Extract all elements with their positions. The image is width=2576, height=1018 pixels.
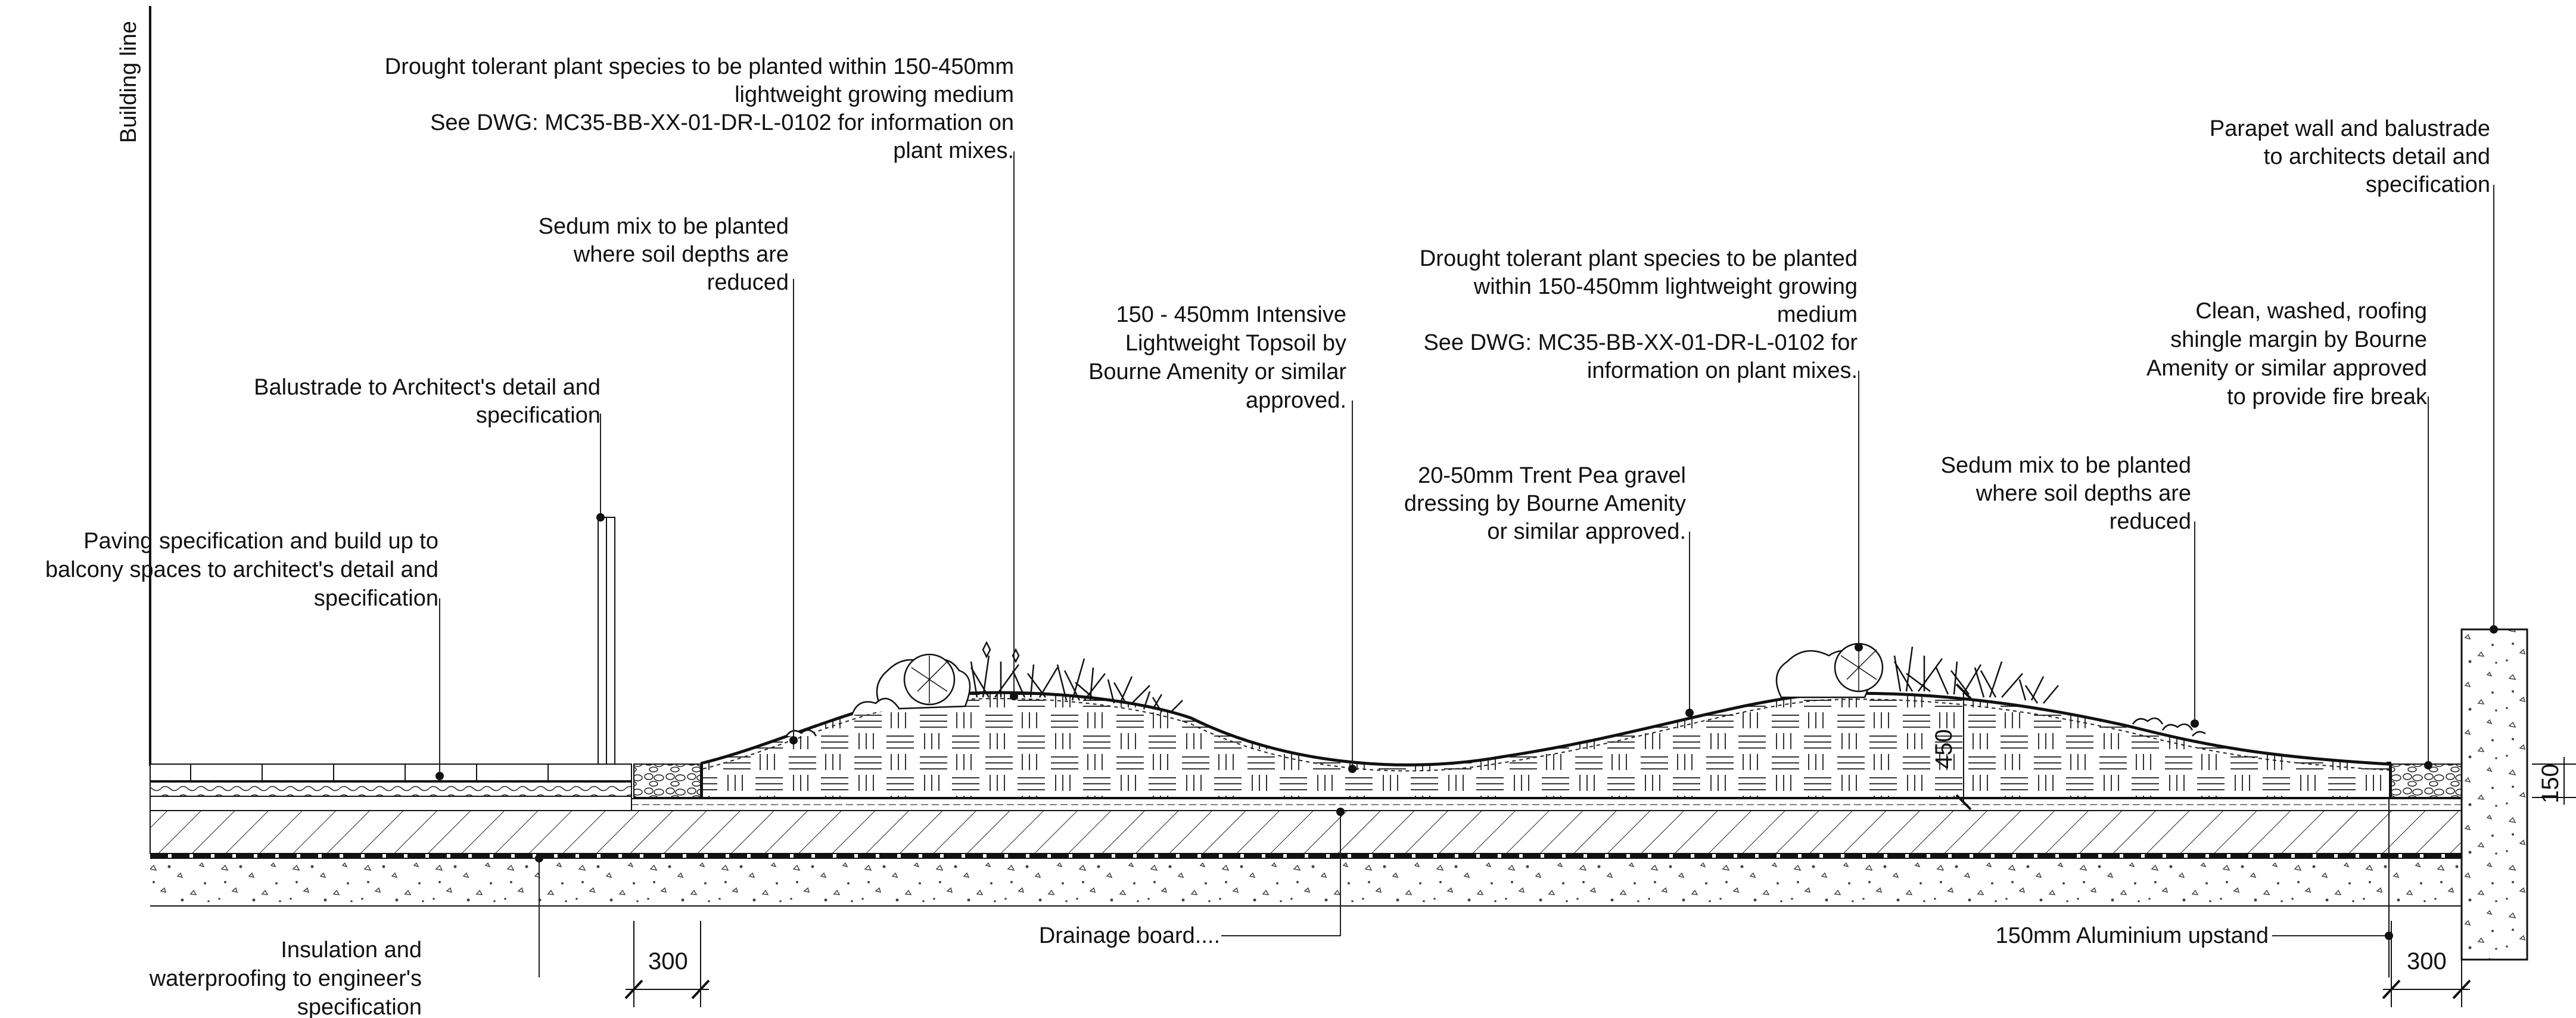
note-plants-right: Drought tolerant plant species to be pla… <box>1420 246 1858 383</box>
note-line: dressing by Bourne Amenity <box>1404 491 1686 516</box>
note-line: 20-50mm Trent Pea gravel <box>1418 463 1686 488</box>
note-line: 150 - 450mm Intensive <box>1116 302 1346 327</box>
note-line: Sedum mix to be planted <box>1941 453 2191 478</box>
note-line: specification <box>297 995 422 1018</box>
note-line: shingle margin by Bourne <box>2170 327 2427 352</box>
note-drainage: Drainage board.... <box>1039 923 1220 948</box>
leader-dots <box>435 513 2498 940</box>
note-line: Sedum mix to be planted <box>539 214 789 239</box>
note-topsoil: 150 - 450mm Intensive Lightweight Topsoi… <box>1088 302 1346 413</box>
dimension-right-margin: 300 <box>2382 921 2471 1007</box>
note-line: Amenity or similar approved <box>2146 356 2427 381</box>
dimension-soil-depth: 450 <box>1931 683 1972 811</box>
dimension-soil-depth-value: 450 <box>1931 729 1957 769</box>
shingle-margin-right <box>2391 764 2462 798</box>
note-line: medium <box>1777 302 1858 327</box>
note-parapet: Parapet wall and balustrade to architect… <box>2210 116 2490 197</box>
planting-left <box>785 641 1183 737</box>
note-line: within 150-450mm lightweight growing <box>1473 274 1858 299</box>
shingle-margin-left <box>633 764 701 798</box>
parapet-wall <box>2460 628 2528 961</box>
note-line: See DWG: MC35-BB-XX-01-DR-L-0102 for <box>1423 330 1858 355</box>
note-line: specification <box>476 403 601 428</box>
note-line: Paving specification and build up to <box>83 529 438 554</box>
note-line: to provide fire break <box>2227 384 2428 409</box>
building-line: Building line <box>116 6 151 766</box>
planting-right <box>1775 643 2206 737</box>
concrete-slab <box>150 858 2462 907</box>
note-line: Drought tolerant plant species to be pla… <box>1420 246 1858 271</box>
dimension-upstand-value: 150 <box>2537 764 2563 803</box>
leader-lines <box>439 151 2494 977</box>
note-paving: Paving specification and build up to bal… <box>45 529 438 611</box>
note-shingle: Clean, washed, roofing shingle margin by… <box>2146 299 2428 409</box>
note-line: plant mixes. <box>893 138 1014 163</box>
note-line: information on plant mixes. <box>1587 358 1858 383</box>
note-line: See DWG: MC35-BB-XX-01-DR-L-0102 for inf… <box>430 110 1014 135</box>
dimension-right-margin-value: 300 <box>2407 948 2447 974</box>
note-line: Parapet wall and balustrade <box>2210 116 2490 141</box>
balustrade-post <box>598 517 615 765</box>
note-line: balcony spaces to architect's detail and <box>45 557 438 582</box>
note-line: Drought tolerant plant species to be pla… <box>385 54 1014 79</box>
dimension-upstand-height: 150 <box>2532 757 2576 805</box>
paving-build-up <box>150 764 632 811</box>
note-line: or similar approved. <box>1487 519 1686 544</box>
dimension-left-margin-value: 300 <box>648 948 688 974</box>
note-line: lightweight growing medium <box>735 82 1014 107</box>
note-line: reduced <box>2110 509 2191 534</box>
note-line: where soil depths are <box>573 242 789 267</box>
note-upstand: 150mm Aluminium upstand <box>1996 923 2269 948</box>
note-line: waterproofing to engineer's <box>149 966 422 991</box>
note-sedum-right: Sedum mix to be planted where soil depth… <box>1941 453 2191 534</box>
building-line-label: Building line <box>116 21 141 143</box>
note-line: Clean, washed, roofing <box>2195 299 2427 324</box>
note-line: to architects detail and <box>2264 144 2490 169</box>
note-line: Insulation and <box>281 938 422 963</box>
note-plants-left: Drought tolerant plant species to be pla… <box>385 54 1014 163</box>
note-sedum-left: Sedum mix to be planted where soil depth… <box>539 214 789 295</box>
note-line: reduced <box>707 270 789 295</box>
note-line: Lightweight Topsoil by <box>1125 331 1346 356</box>
note-line: 150mm Aluminium upstand <box>1996 923 2269 948</box>
note-line: Balustrade to Architect's detail and <box>254 375 601 400</box>
note-line: specification <box>2366 172 2490 197</box>
drainage-board <box>631 798 2462 811</box>
note-balustrade-left: Balustrade to Architect's detail and spe… <box>254 375 601 428</box>
note-line: approved. <box>1246 388 1346 413</box>
note-line: Drainage board.... <box>1039 923 1220 948</box>
note-line: Bourne Amenity or similar <box>1088 359 1346 384</box>
note-line: specification <box>314 586 438 611</box>
dimension-left-margin: 300 <box>624 921 710 1007</box>
note-gravel: 20-50mm Trent Pea gravel dressing by Bou… <box>1404 463 1686 544</box>
note-line: where soil depths are <box>1975 481 2191 506</box>
note-insulation: Insulation and waterproofing to engineer… <box>149 938 422 1018</box>
insulation-layer <box>150 810 2462 854</box>
